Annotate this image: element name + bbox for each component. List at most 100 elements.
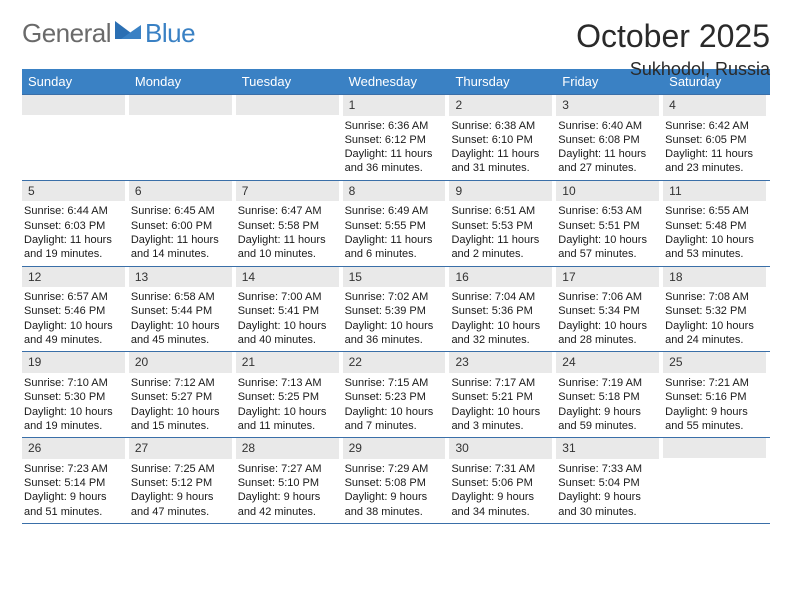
- sunset-line: Sunset: 6:03 PM: [24, 219, 123, 233]
- day-number: 24: [556, 352, 659, 373]
- day-number: [22, 95, 125, 115]
- daylight-line: Daylight: 10 hours and 7 minutes.: [345, 405, 444, 434]
- day-number: 8: [343, 181, 446, 202]
- daylight-line: Daylight: 10 hours and 32 minutes.: [451, 319, 550, 348]
- week-row: 26Sunrise: 7:23 AMSunset: 5:14 PMDayligh…: [22, 437, 770, 524]
- day-body: Sunrise: 7:06 AMSunset: 5:34 PMDaylight:…: [556, 287, 659, 351]
- sunset-line: Sunset: 5:46 PM: [24, 304, 123, 318]
- daylight-line: Daylight: 10 hours and 57 minutes.: [558, 233, 657, 262]
- day-body: Sunrise: 7:12 AMSunset: 5:27 PMDaylight:…: [129, 373, 232, 437]
- calendar-grid: Sunday Monday Tuesday Wednesday Thursday…: [22, 69, 770, 524]
- day-cell: 3Sunrise: 6:40 AMSunset: 6:08 PMDaylight…: [556, 95, 663, 180]
- day-cell: 31Sunrise: 7:33 AMSunset: 5:04 PMDayligh…: [556, 438, 663, 523]
- day-cell: 16Sunrise: 7:04 AMSunset: 5:36 PMDayligh…: [449, 267, 556, 352]
- daylight-line: Daylight: 11 hours and 23 minutes.: [665, 147, 764, 176]
- day-number: 1: [343, 95, 446, 116]
- day-number: 18: [663, 267, 766, 288]
- weekday-header: Tuesday: [236, 69, 343, 94]
- sunrise-line: Sunrise: 6:53 AM: [558, 204, 657, 218]
- daylight-line: Daylight: 10 hours and 49 minutes.: [24, 319, 123, 348]
- day-number: 20: [129, 352, 232, 373]
- day-number: 23: [449, 352, 552, 373]
- weekday-header: Thursday: [449, 69, 556, 94]
- sunset-line: Sunset: 5:12 PM: [131, 476, 230, 490]
- day-body: Sunrise: 6:44 AMSunset: 6:03 PMDaylight:…: [22, 201, 125, 265]
- day-cell: 25Sunrise: 7:21 AMSunset: 5:16 PMDayligh…: [663, 352, 770, 437]
- day-number: 19: [22, 352, 125, 373]
- logo-triangle-icon: [115, 19, 143, 41]
- day-body: Sunrise: 7:21 AMSunset: 5:16 PMDaylight:…: [663, 373, 766, 437]
- day-body: Sunrise: 7:13 AMSunset: 5:25 PMDaylight:…: [236, 373, 339, 437]
- sunrise-line: Sunrise: 7:27 AM: [238, 462, 337, 476]
- day-body: Sunrise: 6:58 AMSunset: 5:44 PMDaylight:…: [129, 287, 232, 351]
- sunrise-line: Sunrise: 7:31 AM: [451, 462, 550, 476]
- day-body: Sunrise: 7:02 AMSunset: 5:39 PMDaylight:…: [343, 287, 446, 351]
- daylight-line: Daylight: 9 hours and 47 minutes.: [131, 490, 230, 519]
- day-number: 13: [129, 267, 232, 288]
- day-body: Sunrise: 6:36 AMSunset: 6:12 PMDaylight:…: [343, 116, 446, 180]
- sunrise-line: Sunrise: 6:51 AM: [451, 204, 550, 218]
- daylight-line: Daylight: 10 hours and 28 minutes.: [558, 319, 657, 348]
- daylight-line: Daylight: 10 hours and 15 minutes.: [131, 405, 230, 434]
- sunset-line: Sunset: 6:05 PM: [665, 133, 764, 147]
- sunset-line: Sunset: 5:14 PM: [24, 476, 123, 490]
- day-number: 10: [556, 181, 659, 202]
- day-number: 16: [449, 267, 552, 288]
- sunset-line: Sunset: 5:06 PM: [451, 476, 550, 490]
- sunrise-line: Sunrise: 7:17 AM: [451, 376, 550, 390]
- calendar-page: General Blue October 2025 Sukhodol, Russ…: [0, 0, 792, 612]
- sunrise-line: Sunrise: 6:58 AM: [131, 290, 230, 304]
- weekday-header: Wednesday: [343, 69, 450, 94]
- sunrise-line: Sunrise: 6:49 AM: [345, 204, 444, 218]
- day-cell: 28Sunrise: 7:27 AMSunset: 5:10 PMDayligh…: [236, 438, 343, 523]
- daylight-line: Daylight: 11 hours and 19 minutes.: [24, 233, 123, 262]
- sunset-line: Sunset: 5:04 PM: [558, 476, 657, 490]
- daylight-line: Daylight: 10 hours and 45 minutes.: [131, 319, 230, 348]
- day-cell: 13Sunrise: 6:58 AMSunset: 5:44 PMDayligh…: [129, 267, 236, 352]
- sunrise-line: Sunrise: 7:15 AM: [345, 376, 444, 390]
- daylight-line: Daylight: 11 hours and 2 minutes.: [451, 233, 550, 262]
- day-body: Sunrise: 7:19 AMSunset: 5:18 PMDaylight:…: [556, 373, 659, 437]
- logo-text-blue: Blue: [145, 18, 195, 49]
- day-number: 27: [129, 438, 232, 459]
- day-cell: 9Sunrise: 6:51 AMSunset: 5:53 PMDaylight…: [449, 181, 556, 266]
- day-number: 26: [22, 438, 125, 459]
- location-subtitle: Sukhodol, Russia: [576, 59, 770, 80]
- day-cell: 27Sunrise: 7:25 AMSunset: 5:12 PMDayligh…: [129, 438, 236, 523]
- day-number: 14: [236, 267, 339, 288]
- daylight-line: Daylight: 9 hours and 30 minutes.: [558, 490, 657, 519]
- day-body: Sunrise: 7:17 AMSunset: 5:21 PMDaylight:…: [449, 373, 552, 437]
- daylight-line: Daylight: 11 hours and 10 minutes.: [238, 233, 337, 262]
- day-number: 22: [343, 352, 446, 373]
- sunset-line: Sunset: 5:23 PM: [345, 390, 444, 404]
- day-number: 2: [449, 95, 552, 116]
- week-row: 1Sunrise: 6:36 AMSunset: 6:12 PMDaylight…: [22, 94, 770, 180]
- daylight-line: Daylight: 11 hours and 6 minutes.: [345, 233, 444, 262]
- daylight-line: Daylight: 10 hours and 19 minutes.: [24, 405, 123, 434]
- day-number: [129, 95, 232, 115]
- day-cell: 8Sunrise: 6:49 AMSunset: 5:55 PMDaylight…: [343, 181, 450, 266]
- sunset-line: Sunset: 6:08 PM: [558, 133, 657, 147]
- week-row: 12Sunrise: 6:57 AMSunset: 5:46 PMDayligh…: [22, 266, 770, 352]
- sunrise-line: Sunrise: 6:47 AM: [238, 204, 337, 218]
- day-body: Sunrise: 6:38 AMSunset: 6:10 PMDaylight:…: [449, 116, 552, 180]
- daylight-line: Daylight: 10 hours and 11 minutes.: [238, 405, 337, 434]
- day-number: 29: [343, 438, 446, 459]
- day-body: Sunrise: 7:08 AMSunset: 5:32 PMDaylight:…: [663, 287, 766, 351]
- sunrise-line: Sunrise: 6:57 AM: [24, 290, 123, 304]
- day-cell: 5Sunrise: 6:44 AMSunset: 6:03 PMDaylight…: [22, 181, 129, 266]
- sunset-line: Sunset: 5:34 PM: [558, 304, 657, 318]
- day-body: Sunrise: 7:10 AMSunset: 5:30 PMDaylight:…: [22, 373, 125, 437]
- day-cell: 23Sunrise: 7:17 AMSunset: 5:21 PMDayligh…: [449, 352, 556, 437]
- daylight-line: Daylight: 9 hours and 34 minutes.: [451, 490, 550, 519]
- sunset-line: Sunset: 5:32 PM: [665, 304, 764, 318]
- sunrise-line: Sunrise: 7:08 AM: [665, 290, 764, 304]
- day-body: Sunrise: 6:45 AMSunset: 6:00 PMDaylight:…: [129, 201, 232, 265]
- day-cell: 21Sunrise: 7:13 AMSunset: 5:25 PMDayligh…: [236, 352, 343, 437]
- day-body: Sunrise: 7:00 AMSunset: 5:41 PMDaylight:…: [236, 287, 339, 351]
- day-number: 28: [236, 438, 339, 459]
- day-body: Sunrise: 6:51 AMSunset: 5:53 PMDaylight:…: [449, 201, 552, 265]
- day-body: Sunrise: 7:29 AMSunset: 5:08 PMDaylight:…: [343, 459, 446, 523]
- day-body: Sunrise: 6:47 AMSunset: 5:58 PMDaylight:…: [236, 201, 339, 265]
- day-body: Sunrise: 6:53 AMSunset: 5:51 PMDaylight:…: [556, 201, 659, 265]
